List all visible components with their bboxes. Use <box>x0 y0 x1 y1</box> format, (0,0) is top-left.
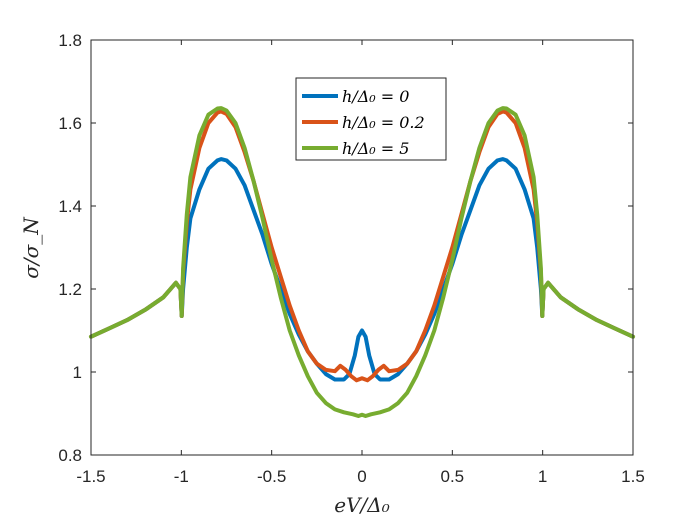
x-tick-label-3: 0 <box>357 467 366 486</box>
x-axis-label: eV/Δ₀ <box>334 493 389 517</box>
series-line-2 <box>89 106 635 418</box>
y-tick-label-4: 1.6 <box>58 114 82 133</box>
y-axis-label: σ/σ_N <box>19 216 43 279</box>
y-tick-label-3: 1.4 <box>58 197 82 216</box>
x-tick-label-1: -1 <box>174 467 189 486</box>
y-tick-label-2: 1.2 <box>58 280 82 299</box>
legend: h/Δ₀ = 0 h/Δ₀ = 0.2 h/Δ₀ = 5 <box>295 77 447 161</box>
x-tick-label-0: -1.5 <box>76 467 105 486</box>
x-tick-label-6: 1.5 <box>621 467 645 486</box>
series-line-0 <box>89 157 635 382</box>
series-line-1 <box>89 109 635 383</box>
legend-label-1: h/Δ₀ = 0.2 <box>342 113 425 132</box>
x-tick-label-5: 1 <box>538 467 547 486</box>
x-tick-label-2: -0.5 <box>257 467 286 486</box>
y-tick-label-0: 0.8 <box>58 446 82 465</box>
legend-label-0: h/Δ₀ = 0 <box>342 87 409 106</box>
tick-layer <box>90 39 634 456</box>
x-tick-label-4: 0.5 <box>441 467 465 486</box>
tick-label-layer: -1.5 -1 -0.5 0 0.5 1 1.5 0.8 1 1.2 1.4 1.6 1.8 <box>58 31 644 486</box>
series-layer <box>89 106 635 418</box>
y-tick-label-1: 1 <box>73 363 82 382</box>
y-tick-label-5: 1.8 <box>58 31 82 50</box>
legend-label-2: h/Δ₀ = 5 <box>342 139 409 158</box>
